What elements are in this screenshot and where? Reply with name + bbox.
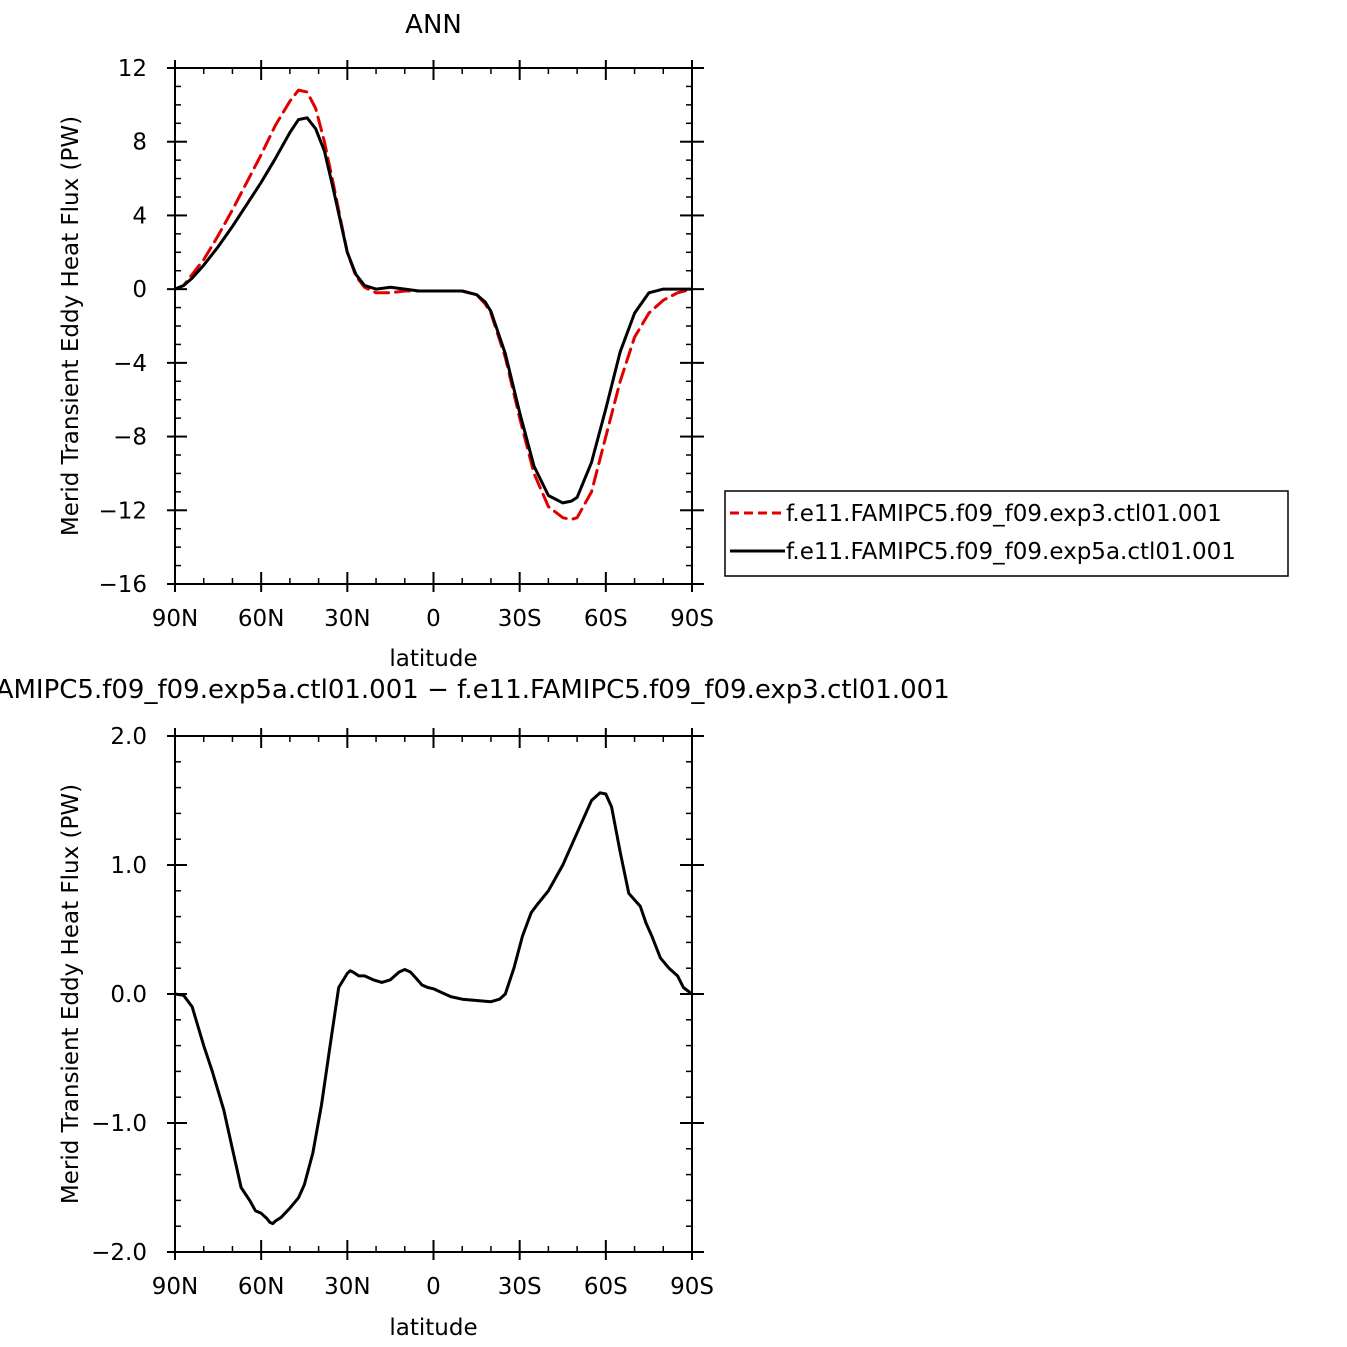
y-tick-label: 0.0 xyxy=(110,982,147,1008)
x-tick-label: 60S xyxy=(584,606,628,632)
y-tick-label: 2.0 xyxy=(110,724,147,750)
legend-label-1: f.e11.FAMIPC5.f09_f09.exp3.ctl01.001 xyxy=(786,501,1222,527)
x-tick-label: 0 xyxy=(426,1274,441,1300)
y-tick-label: −16 xyxy=(98,572,147,598)
plot-frame xyxy=(174,735,693,1253)
y-tick-label: 12 xyxy=(118,56,147,82)
x-tick-label: 60S xyxy=(584,1274,628,1300)
x-tick-label: 0 xyxy=(426,606,441,632)
x-tick-label: 30N xyxy=(324,606,370,632)
x-tick-label: 90S xyxy=(670,606,714,632)
y-tick-label: 1.0 xyxy=(110,853,147,879)
plot-title: f.e11.FAMIPC5.f09_f09.exp5a.ctl01.001 − … xyxy=(0,675,950,705)
series-line-2 xyxy=(175,116,692,505)
top-panel-plot: 90N 60N 30N 0 30S 60S 90S 12 8 4 0 −4 −8 −12 −16 latitu… xyxy=(58,10,1289,672)
y-tick-label: 8 xyxy=(132,130,147,156)
x-tick-label: 90S xyxy=(670,1274,714,1300)
x-tick-label: 60N xyxy=(238,1274,284,1300)
x-axis-label: latitude xyxy=(389,1315,477,1341)
x-tick-label: 30S xyxy=(498,1274,542,1300)
x-tick-label: 90N xyxy=(152,606,198,632)
legend: f.e11.FAMIPC5.f09_f09.exp3.ctl01.001 f.e1… xyxy=(724,490,1289,577)
x-tick-label: 30S xyxy=(498,606,542,632)
x-tick-label: 60N xyxy=(238,606,284,632)
plot-title: ANN xyxy=(405,10,462,40)
y-tick-label: −8 xyxy=(113,425,147,451)
legend-label-2: f.e11.FAMIPC5.f09_f09.exp5a.ctl01.001 xyxy=(786,539,1236,565)
series-line-1 xyxy=(175,88,692,521)
y-tick-label: 4 xyxy=(132,203,147,229)
y-tick-label: −12 xyxy=(98,498,147,524)
series-layer xyxy=(175,791,692,1226)
x-tick-label: 30N xyxy=(324,1274,370,1300)
y-tick-label: −4 xyxy=(113,351,147,377)
y-tick-label: 0 xyxy=(132,277,147,303)
y-axis-label: Merid Transient Eddy Heat Flux (PW) xyxy=(58,116,84,536)
series-line-1 xyxy=(175,791,692,1226)
y-axis-label: Merid Transient Eddy Heat Flux (PW) xyxy=(58,784,84,1204)
plot-frame xyxy=(174,67,693,585)
bottom-panel-plot: 90N 60N 30N 0 30S 60S 90S 2.0 1.0 0.0 −1.0 −2.0 lati… xyxy=(0,675,950,1341)
legend-box xyxy=(724,490,1289,577)
y-tick-label: −1.0 xyxy=(91,1111,147,1137)
series-layer xyxy=(175,88,692,521)
x-tick-label: 90N xyxy=(152,1274,198,1300)
y-tick-label: −2.0 xyxy=(91,1240,147,1266)
x-axis-label: latitude xyxy=(389,646,477,672)
